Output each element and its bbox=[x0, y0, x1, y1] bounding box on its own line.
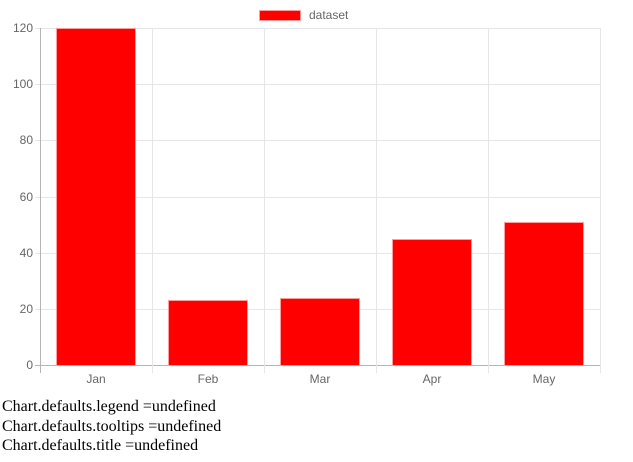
x-tick-label: Jan bbox=[86, 372, 106, 386]
x-gridline bbox=[264, 28, 265, 373]
bar-apr[interactable] bbox=[392, 238, 472, 365]
x-tick-label: Apr bbox=[422, 372, 442, 386]
y-gridline bbox=[35, 28, 600, 29]
y-tick-label: 80 bbox=[19, 133, 33, 148]
legend-label: dataset bbox=[309, 8, 349, 22]
y-tick-label: 60 bbox=[19, 189, 33, 204]
console-line-tooltips: Chart.defaults.tooltips =undefined bbox=[2, 417, 222, 435]
bar-mar[interactable] bbox=[280, 297, 360, 365]
console-line-title: Chart.defaults.title =undefined bbox=[2, 437, 199, 454]
y-tick-label: 0 bbox=[26, 358, 33, 372]
y-gridline bbox=[35, 252, 600, 254]
y-tick-label: 120 bbox=[12, 21, 33, 35]
bar-feb[interactable] bbox=[168, 300, 248, 365]
x-gridline bbox=[600, 28, 601, 373]
bar-jan[interactable] bbox=[56, 28, 136, 365]
y-tick-label: 40 bbox=[19, 245, 33, 260]
y-tick-label: 100 bbox=[12, 77, 33, 92]
y-gridline bbox=[35, 196, 600, 198]
x-gridline bbox=[152, 28, 153, 373]
console-line-legend: Chart.defaults.legend =undefined bbox=[2, 398, 216, 415]
y-tick-label: 20 bbox=[19, 301, 33, 316]
x-gridline bbox=[376, 28, 377, 373]
y-gridline bbox=[35, 84, 600, 86]
console-output: Chart.defaults.legend =undefined Chart.d… bbox=[2, 397, 221, 456]
y-gridline bbox=[35, 365, 600, 366]
y-gridline bbox=[35, 140, 600, 142]
legend[interactable]: dataset bbox=[259, 8, 348, 22]
bar-chart-canvas: 0 20 40 60 80 100 120 Jan Feb Mar Apr May bbox=[12, 21, 601, 386]
x-tick-label: Mar bbox=[309, 372, 331, 386]
bar-may[interactable] bbox=[504, 221, 584, 365]
x-gridline bbox=[40, 28, 41, 373]
x-tick-label: May bbox=[532, 372, 556, 386]
legend-swatch-dataset bbox=[259, 9, 301, 21]
x-gridline bbox=[488, 28, 489, 373]
x-tick-label: Feb bbox=[197, 372, 219, 386]
